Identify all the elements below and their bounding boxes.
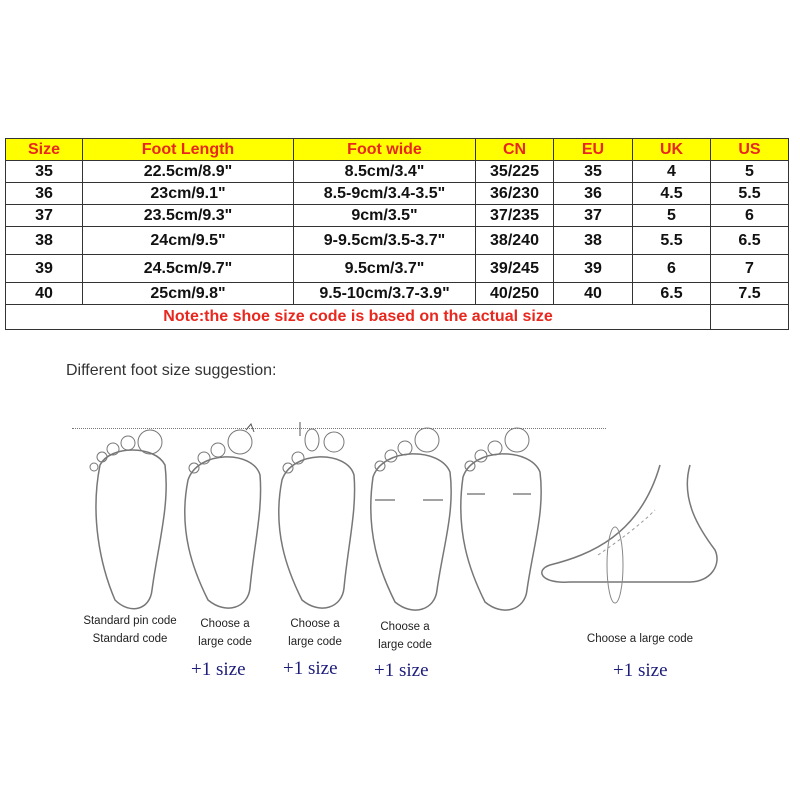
cell-cn: 36/230 (475, 182, 554, 205)
cell-cn: 35/225 (475, 160, 554, 183)
cell-foot-wide: 9.5-10cm/3.7-3.9" (293, 282, 476, 305)
cell-foot-length: 24cm/9.5" (82, 226, 294, 255)
cell-uk: 5.5 (632, 226, 711, 255)
table-row: 36 23cm/9.1" 8.5-9cm/3.4-3.5" 36/230 36 4.5 5.… (5, 182, 789, 205)
cell-eu: 38 (553, 226, 633, 255)
header-cn: CN (475, 138, 554, 161)
cell-us: 7 (710, 254, 789, 283)
cell-uk: 4.5 (632, 182, 711, 205)
header-foot-wide: Foot wide (293, 138, 476, 161)
cell-size: 38 (5, 226, 83, 255)
size-table: Size Foot Length Foot wide CN EU UK US 3… (5, 138, 789, 330)
cell-foot-length: 24.5cm/9.7" (82, 254, 294, 283)
cell-uk: 4 (632, 160, 711, 183)
caption-bunion: Choose a large code (180, 615, 270, 651)
note-row: Note:the shoe size code is based on the … (5, 304, 789, 330)
cell-uk: 5 (632, 204, 711, 227)
cell-foot-length: 25cm/9.8" (82, 282, 294, 305)
header-row: Size Foot Length Foot wide CN EU UK US (5, 138, 789, 161)
suggestion-title: Different foot size suggestion: (66, 362, 277, 379)
foot-long-toe-icon (278, 422, 356, 609)
cell-size: 36 (5, 182, 83, 205)
cell-eu: 37 (553, 204, 633, 227)
cell-uk: 6.5 (632, 282, 711, 305)
foot-high-instep-icon (541, 464, 718, 604)
table-row: 38 24cm/9.5" 9-9.5cm/3.5-3.7" 38/240 38 5.5 6.… (5, 226, 789, 255)
caption-wide: Choose a large code (360, 618, 450, 654)
note-text: Note:the shoe size code is based on the … (5, 304, 711, 330)
cell-foot-length: 23cm/9.1" (82, 182, 294, 205)
caption-line-2: Standard code (92, 633, 168, 645)
caption-standard: Standard pin code Standard code (70, 612, 190, 648)
cell-cn: 40/250 (475, 282, 554, 305)
toe-line-divider (72, 428, 606, 429)
caption-instep: Choose a large code (560, 630, 720, 648)
table-row: 40 25cm/9.8" 9.5-10cm/3.7-3.9" 40/250 40 6.5 7… (5, 282, 789, 305)
caption-line-2: large code (198, 636, 252, 648)
cell-size: 39 (5, 254, 83, 283)
caption-line-1: Standard pin code (83, 615, 177, 627)
header-uk: UK (632, 138, 711, 161)
cell-foot-wide: 9.5cm/3.7" (293, 254, 476, 283)
plus-size-label: +1 size (374, 660, 429, 681)
cell-uk: 6 (632, 254, 711, 283)
foot-bunion-icon (184, 423, 262, 609)
caption-line-1: Choose a (290, 618, 340, 630)
plus-size-label: +1 size (613, 660, 668, 681)
cell-size: 37 (5, 204, 83, 227)
cell-eu: 40 (553, 282, 633, 305)
caption-line-1: Choose a large code (586, 633, 694, 645)
cell-eu: 39 (553, 254, 633, 283)
cell-cn: 38/240 (475, 226, 554, 255)
note-empty-cell (710, 304, 789, 330)
plus-size-label: +1 size (191, 659, 246, 680)
cell-foot-wide: 8.5-9cm/3.4-3.5" (293, 182, 476, 205)
cell-eu: 35 (553, 160, 633, 183)
cell-size: 35 (5, 160, 83, 183)
caption-line-1: Choose a (380, 621, 430, 633)
cell-us: 6 (710, 204, 789, 227)
table-row: 35 22.5cm/8.9" 8.5cm/3.4" 35/225 35 4 5 (5, 160, 789, 183)
cell-foot-wide: 9-9.5cm/3.5-3.7" (293, 226, 476, 255)
cell-foot-length: 22.5cm/8.9" (82, 160, 294, 183)
cell-cn: 39/245 (475, 254, 554, 283)
caption-line-1: Choose a (200, 618, 250, 630)
cell-size: 40 (5, 282, 83, 305)
caption-line-2: large code (378, 639, 432, 651)
header-foot-length: Foot Length (82, 138, 294, 161)
cell-us: 5.5 (710, 182, 789, 205)
cell-us: 6.5 (710, 226, 789, 255)
plus-size-label: +1 size (283, 658, 338, 679)
caption-long-toe: Choose a large code (270, 615, 360, 651)
cell-foot-wide: 8.5cm/3.4" (293, 160, 476, 183)
table-row: 37 23.5cm/9.3" 9cm/3.5" 37/235 37 5 6 (5, 204, 789, 227)
cell-foot-length: 23.5cm/9.3" (82, 204, 294, 227)
cell-us: 7.5 (710, 282, 789, 305)
header-size: Size (5, 138, 83, 161)
header-eu: EU (553, 138, 633, 161)
cell-foot-wide: 9cm/3.5" (293, 204, 476, 227)
cell-eu: 36 (553, 182, 633, 205)
caption-line-2: large code (288, 636, 342, 648)
cell-cn: 37/235 (475, 204, 554, 227)
cell-us: 5 (710, 160, 789, 183)
table-row: 39 24.5cm/9.7" 9.5cm/3.7" 39/245 39 6 7 (5, 254, 789, 283)
foot-standard-icon (89, 429, 167, 610)
foot-fat-icon (460, 427, 542, 611)
foot-wide-icon (370, 427, 452, 611)
header-us: US (710, 138, 789, 161)
